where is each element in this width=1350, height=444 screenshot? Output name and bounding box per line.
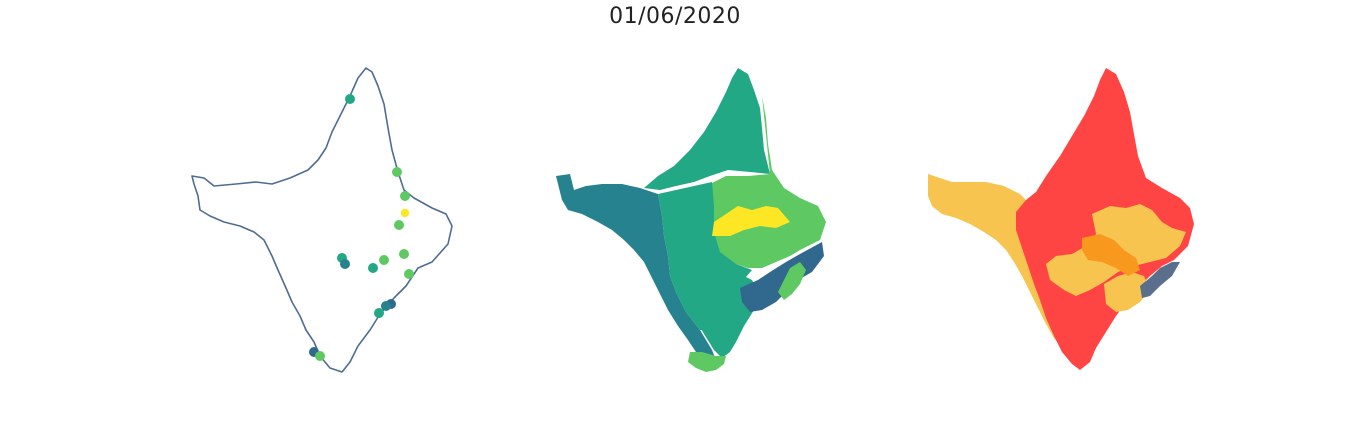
zone-southeast [740,242,824,312]
station-point [400,191,410,201]
station-point [345,94,355,104]
zone-yellow [712,206,790,236]
zone-west [556,174,716,360]
station-point [374,308,384,318]
station-point [399,249,409,259]
station-point [368,263,378,273]
risk-zone-orange [1082,234,1140,276]
zone-north [644,68,770,190]
risk-zone-slate [1140,262,1180,298]
station-point [315,351,325,361]
region-outline [191,67,453,373]
station-point [394,220,404,230]
station-point [381,301,391,311]
station-point [404,269,414,279]
station-point [340,259,350,269]
station-point [379,255,389,265]
risk-zone-south-yellow [1104,272,1150,312]
zone-east-light [778,262,806,300]
figure-title: 01/06/2020 [609,4,741,29]
station-point [400,208,410,218]
zone-south-tip [688,352,726,372]
station-point [392,167,402,177]
